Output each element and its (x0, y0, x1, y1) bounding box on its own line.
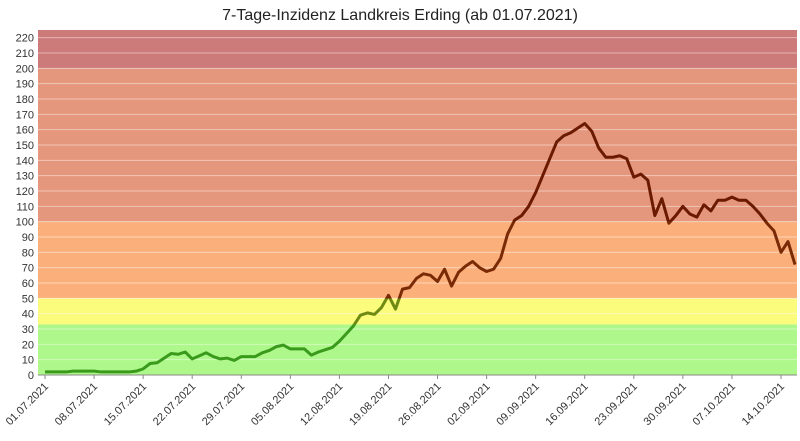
x-tick-label: 19.08.2021 (347, 381, 394, 428)
y-tick-label: 220 (16, 33, 34, 45)
y-tick-label: 140 (16, 155, 34, 167)
y-tick-label: 80 (22, 247, 34, 259)
y-tick-label: 170 (16, 109, 34, 121)
y-tick-label: 130 (16, 171, 34, 183)
y-tick-label: 110 (16, 201, 34, 213)
x-tick-label: 08.07.2021 (53, 381, 100, 428)
x-tick-label: 01.07.2021 (4, 381, 51, 428)
y-tick-label: 180 (16, 94, 34, 106)
y-tick-label: 90 (22, 232, 34, 244)
x-tick-label: 26.08.2021 (396, 381, 443, 428)
y-tick-label: 150 (16, 140, 34, 152)
y-tick-label: 30 (22, 324, 34, 336)
band (38, 324, 797, 375)
y-tick-label: 0 (28, 370, 34, 382)
band (38, 30, 797, 69)
y-tick-label: 10 (22, 355, 34, 367)
chart-title: 7-Tage-Inzidenz Landkreis Erding (ab 01.… (222, 7, 578, 24)
x-tick-label: 09.09.2021 (494, 381, 541, 428)
y-tick-label: 210 (16, 48, 34, 60)
y-tick-label: 160 (16, 125, 34, 137)
band (38, 298, 797, 325)
y-tick-label: 120 (16, 186, 34, 198)
x-tick-label: 12.08.2021 (298, 381, 345, 428)
x-tick-label: 02.09.2021 (445, 381, 492, 428)
y-tick-label: 60 (22, 278, 34, 290)
band (38, 68, 797, 222)
x-tick-label: 29.07.2021 (200, 381, 247, 428)
x-tick-label: 30.09.2021 (642, 381, 689, 428)
x-tick-label: 05.08.2021 (249, 381, 296, 428)
x-tick-label: 22.07.2021 (151, 381, 198, 428)
y-tick-label: 190 (16, 79, 34, 91)
x-tick-label: 14.10.2021 (740, 381, 787, 428)
y-tick-label: 50 (22, 293, 34, 305)
band (38, 221, 797, 299)
y-tick-label: 200 (16, 63, 34, 75)
y-tick-label: 40 (22, 309, 34, 321)
x-tick-label: 07.10.2021 (691, 381, 738, 428)
y-tick-label: 100 (16, 217, 34, 229)
x-tick-label: 15.07.2021 (102, 381, 149, 428)
x-tick-label: 16.09.2021 (543, 381, 590, 428)
line-series (45, 122, 797, 374)
y-tick-label: 70 (22, 263, 34, 275)
y-tick-label: 20 (22, 339, 34, 351)
x-tick-label: 23.09.2021 (593, 381, 640, 428)
